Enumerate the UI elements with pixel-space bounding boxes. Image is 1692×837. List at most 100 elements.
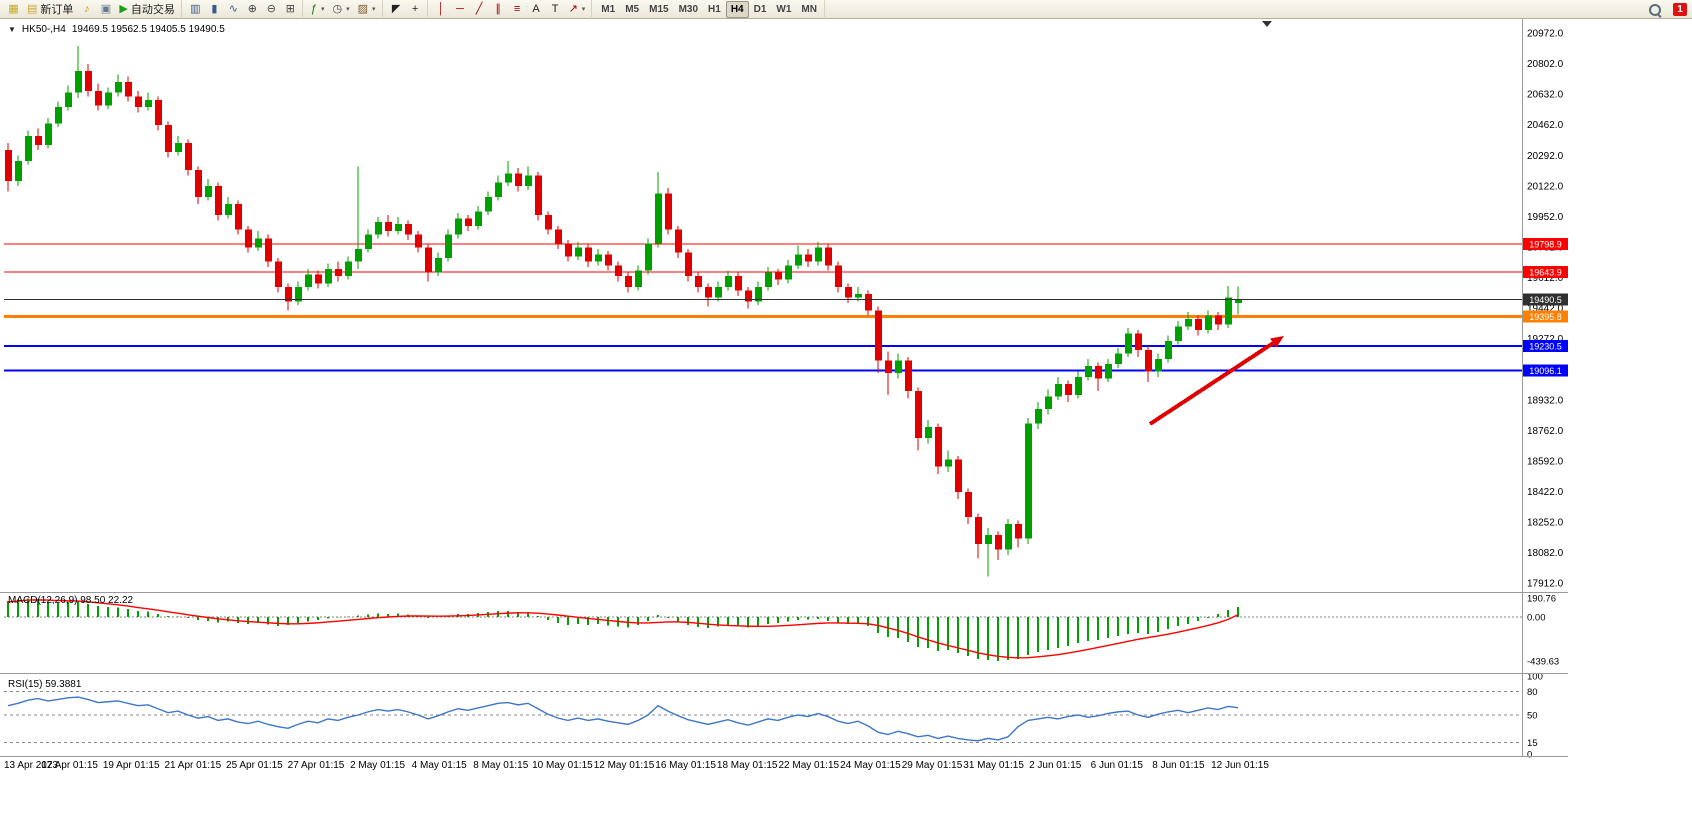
candle-body — [1085, 365, 1092, 377]
trend-arrow[interactable] — [1148, 341, 1275, 426]
price-axis[interactable]: 20972.0 20802.0 20632.0 20462.0 20292.0 20122… — [1523, 29, 1568, 761]
tile-windows-button[interactable]: ⊞ — [281, 1, 300, 18]
candle-body — [95, 90, 102, 106]
candle-body — [445, 234, 452, 259]
autotrading-button[interactable]: ▶ 自动交易 — [115, 1, 178, 18]
candle-body — [325, 268, 332, 284]
price-tag — [1523, 237, 1568, 250]
macd-panel[interactable]: MACD(12,26,9) 98.50 22.22 — [4, 595, 1522, 661]
horizontal-line-button[interactable]: ─ — [451, 1, 470, 18]
template-icon: ▨ — [357, 2, 369, 15]
price-axis-label: 20802.0 — [1527, 59, 1564, 70]
one-click-trading-toggle[interactable]: ▼ — [8, 25, 16, 34]
macd-label: MACD(12,26,9) 98.50 22.22 — [8, 595, 134, 606]
candle-body — [1165, 340, 1172, 359]
time-axis-label: 2 May 01:15 — [350, 760, 405, 771]
timeframe-m5-button[interactable]: M5 — [625, 3, 640, 15]
zoom-in-button[interactable]: ⊕ — [243, 1, 262, 18]
candle-body — [1205, 315, 1212, 331]
label-button[interactable]: T — [546, 1, 565, 18]
search-button[interactable] — [1644, 1, 1666, 18]
candle-body — [895, 360, 902, 374]
fibonacci-button[interactable]: ≡ — [508, 1, 527, 18]
periods-button[interactable]: ◷ ▾ — [329, 1, 354, 18]
candle-body — [1225, 297, 1232, 325]
price-axis-label: 20462.0 — [1527, 120, 1564, 131]
candle-body — [795, 254, 802, 266]
price-axis-label: 19272.0 — [1527, 334, 1564, 345]
notification-badge[interactable]: 1 — [1673, 3, 1687, 16]
trend-arrow-head[interactable] — [1270, 336, 1284, 348]
main-toolbar: ▦ ▤ 新订单 ♪ ▣ ▶ 自动交易 ▥ ▮ ∿ ⊕ ⊖ ⊞ ƒ ▾ ◷ ▾ ▨ ▾ ◤ + │ ─ ╱ ∥ ≡ A T ↗ ▾ M1 M5 M… — [0, 0, 1692, 19]
time-axis-label: 8 Jun 01:15 — [1152, 760, 1205, 771]
candle-body — [695, 276, 702, 287]
channel-button[interactable]: ∥ — [489, 1, 508, 18]
indicators-button[interactable]: ƒ ▾ — [307, 1, 329, 18]
arrows-button[interactable]: ↗ ▾ — [565, 1, 590, 18]
zoom-out-icon: ⊖ — [266, 2, 276, 15]
cursor-button[interactable]: ◤ — [387, 1, 406, 18]
templates-button[interactable]: ▨ ▾ — [354, 1, 380, 18]
profiles-button[interactable]: ▣ — [96, 1, 115, 18]
rsi-axis-label: 0 — [1527, 750, 1532, 761]
timeframe-m15-button[interactable]: M15 — [649, 3, 669, 15]
new-chart-button[interactable]: ▦ — [4, 1, 23, 18]
chart-shift-marker[interactable] — [1262, 21, 1272, 27]
candle-body — [575, 247, 582, 257]
alerts-button[interactable]: ♪ — [77, 1, 96, 18]
time-axis-label: 10 May 01:15 — [532, 760, 593, 771]
candle-body — [305, 274, 312, 287]
periods-button-caret[interactable]: ▾ — [346, 6, 350, 13]
timeframe-mn-button[interactable]: MN — [801, 3, 817, 15]
candle-body — [1235, 299, 1242, 304]
templates-button-caret[interactable]: ▾ — [372, 6, 376, 13]
candle-body — [105, 92, 112, 106]
price-tag — [1523, 293, 1568, 306]
text-button[interactable]: A — [527, 1, 546, 18]
candle-body — [195, 170, 202, 197]
bar-chart-button[interactable]: ▥ — [186, 1, 205, 18]
price-tag — [1523, 340, 1568, 353]
candle-body — [865, 294, 872, 311]
rsi-axis-label: 80 — [1527, 687, 1538, 698]
price-tag-label: 19798.9 — [1529, 239, 1562, 249]
candle-body — [1175, 326, 1182, 341]
timeframe-h4-button[interactable]: H4 — [725, 0, 749, 18]
candle-body — [955, 459, 962, 492]
crosshair-button[interactable]: + — [406, 1, 425, 18]
rsi-panel[interactable]: RSI(15) 59.3881 — [4, 679, 1522, 743]
timeframe-m30-button[interactable]: M30 — [678, 3, 699, 15]
candle-body — [1135, 333, 1142, 350]
profiles-icon: ▣ — [100, 2, 112, 15]
candle-body — [25, 135, 32, 162]
candle-body — [845, 286, 852, 298]
candle-body — [995, 535, 1002, 550]
new-order-icon: ▤ — [27, 2, 38, 15]
main-chart-panel[interactable] — [4, 21, 1522, 577]
toolbar-group-standard: ▦ ▤ 新订单 ♪ ▣ ▶ 自动交易 — [2, 0, 182, 19]
candle-body — [365, 234, 372, 250]
indicators-button-caret[interactable]: ▾ — [321, 6, 325, 13]
timeframe-h1-button[interactable]: H1 — [708, 3, 721, 15]
timeframe-m1-button[interactable]: M1 — [601, 3, 616, 15]
candle-body — [755, 286, 762, 302]
chart-title-bar: ▼ HK50-,H4 19469.5 19562.5 19405.5 19490… — [8, 24, 225, 35]
new-order-button[interactable]: ▤ 新订单 — [23, 1, 77, 18]
tile-windows-icon: ⊞ — [285, 2, 295, 15]
line-chart-button[interactable]: ∿ — [224, 1, 243, 18]
fibonacci-icon: ≡ — [513, 2, 521, 15]
candle-body — [615, 265, 622, 277]
candle-body — [1005, 524, 1012, 550]
timeframe-d1-button[interactable]: D1 — [753, 3, 767, 15]
trendline-button[interactable]: ╱ — [470, 1, 489, 18]
timeframe-w1-button[interactable]: W1 — [776, 3, 792, 15]
vertical-line-button[interactable]: │ — [432, 1, 451, 18]
vertical-line-icon: │ — [437, 2, 445, 15]
price-tag-label: 19230.5 — [1529, 342, 1562, 352]
toolbar-group-chart-tools: ƒ ▾ ◷ ▾ ▨ ▾ — [305, 0, 383, 19]
zoom-out-button[interactable]: ⊖ — [262, 1, 281, 18]
candlestick-chart-button[interactable]: ▮ — [205, 1, 224, 18]
arrows-button-caret[interactable]: ▾ — [581, 6, 586, 13]
